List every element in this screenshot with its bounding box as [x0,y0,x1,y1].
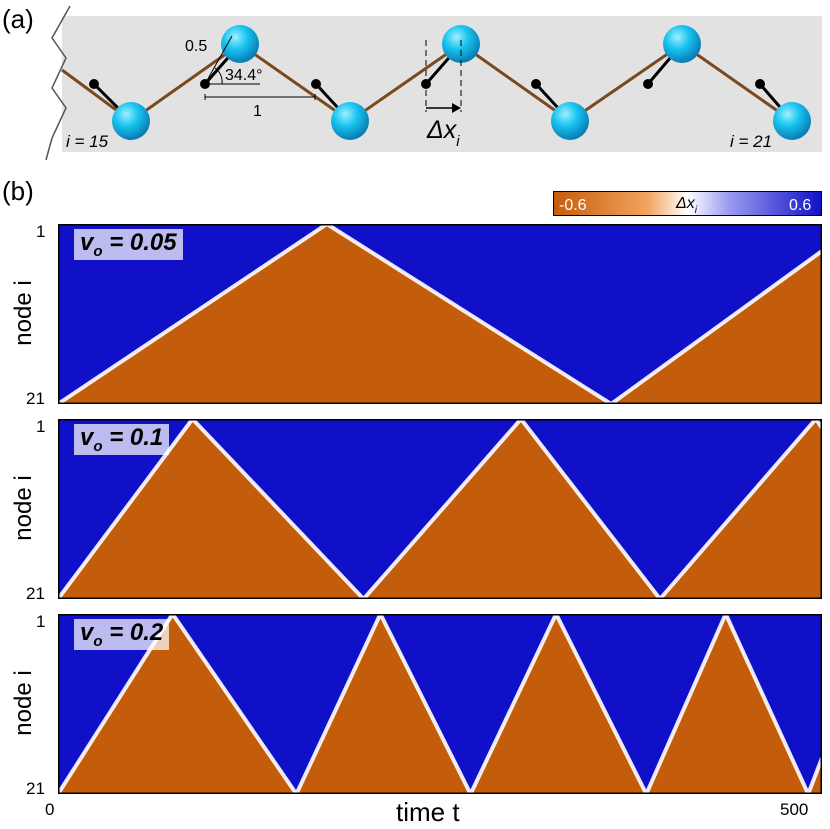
colorbar-mid-label: Δxi [675,195,698,216]
panel-a-diagram: 0.5 34.4° 1 Δxi i = 15 i = 21 [45,5,822,161]
dim-long-label: 1 [253,103,262,120]
i-left-label: i = 15 [66,132,109,151]
heatmap-frame [58,224,822,404]
node-21 [773,102,811,140]
colorbar-min-label: -0.6 [559,197,587,214]
heatmap-front-line [58,614,822,794]
x-tick-left: 0 [45,800,55,819]
heatmap-front-line [58,224,822,404]
x-tick-right: 500 [780,800,809,819]
left-break-line [45,5,71,161]
panel-b-label: (b) [2,176,34,206]
delta-arrowhead [452,103,461,113]
heatmap-2 [58,419,822,599]
y-tick-bottom-3: 21 [26,779,45,798]
y-tick-bottom-1: 21 [26,389,45,408]
heatmap-orange-region [58,224,822,404]
v-label-2: vo = 0.1 [74,424,170,455]
y-axis-label-3: node i [10,670,37,736]
node-17 [331,102,369,140]
node-19 [551,102,589,140]
delta-x-label: Δxi [426,116,460,150]
dim-short-label: 0.5 [185,38,207,55]
colorbar-max-label: 0.6 [789,197,811,214]
y-tick-top-2: 1 [36,417,46,436]
y-axis-label-1: node i [10,280,37,346]
x-axis-label: time t [396,797,460,827]
i-right-label: i = 21 [730,132,772,151]
heatmap-frame [58,419,822,599]
y-tick-top-1: 1 [36,222,46,241]
v-label-3: vo = 0.2 [74,619,170,650]
heatmap-frame [58,614,822,794]
node-15 [112,102,150,140]
v-label-1: vo = 0.05 [74,229,183,260]
node-20 [663,25,701,63]
y-axis-label-2: node i [10,475,37,541]
heatmap-orange-region [58,614,822,794]
heatmap-1 [58,224,822,404]
node-16 [221,25,259,63]
panel-a-label: (a) [2,4,34,34]
dim-angle-label: 34.4° [225,67,263,84]
colorbar: -0.6 Δxi 0.6 [553,191,822,216]
heatmap-3 [58,614,822,794]
nodes [112,25,811,140]
y-tick-bottom-2: 21 [26,584,45,603]
y-tick-top-3: 1 [36,612,46,631]
dimension-lines [204,35,462,112]
chain-links [61,42,793,123]
heatmap-orange-region [58,419,822,599]
